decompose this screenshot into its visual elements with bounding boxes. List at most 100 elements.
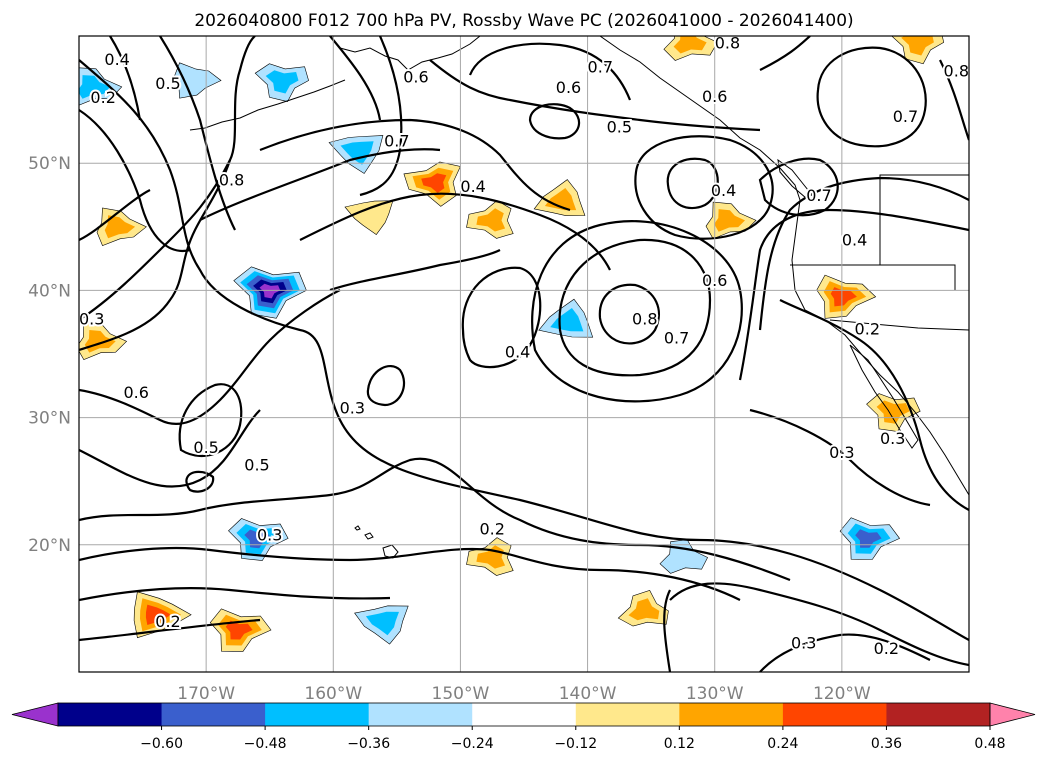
contour-line	[259, 118, 571, 212]
colorbar-segment	[368, 703, 473, 726]
pv-anomaly-level	[830, 287, 857, 307]
contour-label: 0.2	[90, 88, 115, 107]
pv-anomaly-patch	[839, 517, 901, 560]
colorbar-tick-label: −0.48	[244, 736, 287, 752]
contour-line	[79, 409, 261, 488]
pv-anomaly-level	[476, 208, 506, 232]
hawaii-island	[354, 525, 361, 531]
x-tick-label: 120°W	[813, 684, 871, 704]
contour-label: 0.7	[588, 58, 613, 77]
pv-anomaly-level	[628, 598, 660, 621]
pv-anomaly-level	[174, 62, 222, 99]
pv-anomaly-patch	[354, 605, 409, 645]
contour-line	[759, 633, 931, 672]
pv-anomaly-patch	[663, 36, 718, 61]
contour-line	[79, 109, 191, 252]
colorbar-tick-label: 0.48	[974, 736, 1005, 752]
contour-line	[178, 383, 243, 458]
contour-line	[758, 157, 839, 217]
colorbar-segment	[265, 703, 370, 726]
colorbar-segment	[679, 703, 784, 726]
contour-line	[939, 59, 969, 141]
contour-label: 0.2	[479, 519, 504, 538]
x-axis-ticks: 170°W 160°W 150°W 140°W 130°W 120°W	[177, 684, 871, 704]
pv-anomaly-level	[145, 604, 172, 625]
alaska-panhandle	[599, 36, 801, 201]
pv-anomaly-level	[421, 173, 447, 193]
contour-line	[199, 148, 441, 221]
x-tick-label: 130°W	[686, 684, 744, 704]
pv-anomaly-patch	[174, 62, 222, 99]
pv-anomaly-level	[265, 70, 299, 94]
pv-anomaly-patch	[96, 207, 147, 246]
contour-line	[159, 36, 236, 231]
pv-anomaly-level	[673, 36, 707, 54]
pv-anomaly-level	[344, 200, 394, 236]
pv-anomaly-level	[550, 308, 584, 332]
colorbar-segment	[58, 703, 163, 726]
contour-line	[359, 36, 403, 197]
pv-anomaly-patch	[891, 36, 945, 65]
pv-anomaly-level	[901, 36, 934, 56]
aleutian-islands	[189, 79, 346, 131]
x-tick-label: 140°W	[559, 684, 617, 704]
colorbar-segment	[886, 703, 991, 726]
pv-anomaly-level	[79, 75, 111, 99]
contour-label: 0.3	[257, 526, 282, 545]
contour-line	[79, 546, 741, 601]
contour-line	[663, 589, 672, 672]
pv-anomaly-level	[244, 529, 271, 549]
contour-label: 0.8	[632, 309, 657, 328]
contour-label: 0.5	[193, 438, 218, 457]
border-line	[829, 319, 969, 331]
contour-line	[109, 36, 142, 121]
contour-line	[738, 208, 969, 381]
contour-line	[79, 586, 391, 602]
border-line	[880, 264, 956, 290]
contour-line	[79, 159, 232, 352]
contour-label: 0.5	[155, 74, 180, 93]
pv-anomaly-patch	[254, 63, 309, 102]
contour-label: 0.7	[384, 131, 409, 150]
contour-label: 0.4	[711, 181, 736, 200]
chart-title: 2026040800 F012 700 hPa PV, Rossby Wave …	[194, 11, 853, 31]
contour-line	[79, 618, 261, 642]
pv-anomaly-level	[104, 215, 136, 239]
contour-label: 0.3	[880, 429, 905, 448]
contour-line	[79, 289, 341, 425]
colorbar-segment	[161, 703, 266, 726]
plot-frame	[78, 35, 970, 673]
contour-line	[816, 46, 927, 148]
colorbar-segment	[782, 703, 887, 726]
pv-anomaly-level	[365, 611, 399, 636]
pv-anomaly-level	[84, 330, 116, 353]
contour-line	[666, 157, 719, 210]
colorbar-tick-label: −0.36	[347, 736, 390, 752]
contour-line	[329, 249, 501, 292]
colorbar-extend-low	[11, 702, 59, 727]
contour-line	[758, 176, 969, 331]
colorbar-extend-high	[989, 702, 1036, 727]
pv-anomaly-level	[340, 141, 374, 165]
pv-anomaly-level	[259, 283, 281, 299]
contour-label: 0.6	[123, 383, 148, 402]
contour-label: 0.6	[556, 78, 581, 97]
contour-label: 0.7	[893, 107, 918, 126]
contour-line	[461, 266, 542, 369]
contour-label: 0.4	[505, 342, 530, 361]
contour-label: 0.5	[244, 456, 269, 475]
contour-line	[79, 59, 969, 641]
contour-label: 0.3	[79, 309, 104, 328]
colorbar-segment	[472, 703, 577, 726]
contour-label: 0.4	[460, 177, 485, 196]
contour-label: 0.3	[829, 443, 854, 462]
contour-label: 0.2	[155, 612, 180, 631]
pv-anomaly-patch	[816, 274, 877, 319]
pv-anomaly-patch	[466, 537, 514, 576]
x-tick-label: 150°W	[432, 684, 490, 704]
colorbar-tick-label: −0.12	[554, 736, 597, 752]
contour-line	[79, 189, 151, 241]
contour-line	[749, 408, 931, 507]
contour-label: 0.8	[944, 61, 969, 80]
